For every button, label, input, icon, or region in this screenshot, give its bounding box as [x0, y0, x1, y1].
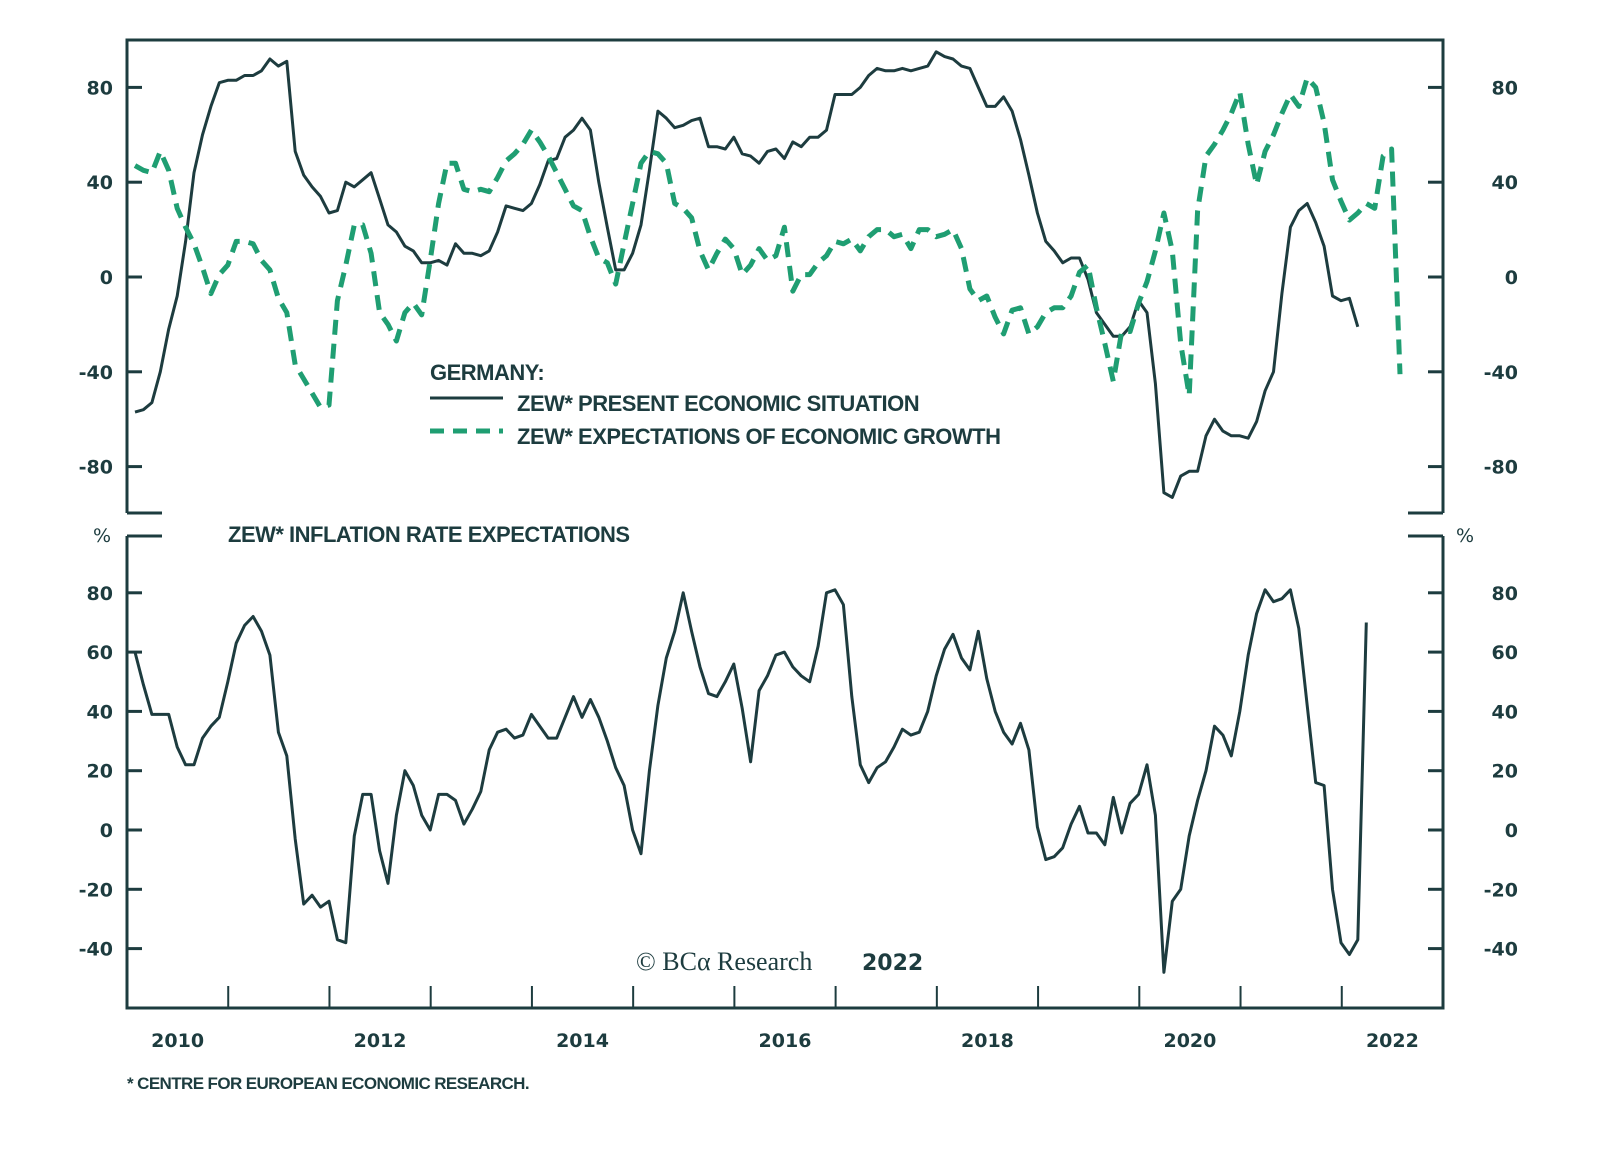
bottom-y-axis: 80 80 60 60 40 40 20 20 0 0 -20 -20 -40 -40: [79, 583, 1518, 961]
watermark-brand: © BCα Research: [636, 947, 812, 976]
top-y-left-tick-label: -80: [79, 457, 113, 479]
bottom-y-left-tick-label: 80: [87, 583, 113, 605]
unit-label-left: %: [93, 525, 111, 547]
bottom-y-left-tick-label: -40: [79, 939, 113, 961]
x-axis: 2010 2012 2014 2016 2018 2020 2022: [151, 986, 1419, 1052]
legend-heading: GERMANY:: [430, 360, 544, 385]
bottom-panel-frame: [125, 536, 1445, 1010]
x-tick-label: 2020: [1163, 1030, 1216, 1052]
x-tick-label: 2014: [556, 1030, 609, 1052]
top-y-right-tick-label: -80: [1484, 457, 1518, 479]
bottom-y-right-tick-label: -40: [1484, 939, 1518, 961]
x-tick-label: 2018: [961, 1030, 1014, 1052]
bottom-series-group: [133, 588, 1368, 974]
legend: GERMANY: ZEW* PRESENT ECONOMIC SITUATION…: [430, 360, 1001, 449]
x-tick-label: 2022: [1366, 1030, 1419, 1052]
bottom-panel-title: ZEW* INFLATION RATE EXPECTATIONS: [228, 522, 630, 547]
bottom-y-right-tick-label: -20: [1484, 879, 1518, 901]
top-y-right-tick-label: 80: [1492, 77, 1518, 99]
bottom-panel: % % ZEW* INFLATION RATE EXPECTATIONS 80 8…: [79, 522, 1518, 1052]
top-panel: 80 80 40 40 0 0 -40 -40 -80 -80: [79, 38, 1518, 515]
bottom-y-left-tick-label: -20: [79, 879, 113, 901]
top-y-axis: 80 80 40 40 0 0 -40 -40 -80 -80: [79, 77, 1518, 478]
bottom-y-right-tick-label: 80: [1492, 583, 1518, 605]
top-y-right-tick-label: 0: [1505, 267, 1518, 289]
series-line-zew-expectations-of-economic-growth: [133, 75, 1403, 410]
x-tick-label: 2012: [354, 1030, 407, 1052]
bottom-y-left-tick-label: 0: [100, 820, 113, 842]
bottom-y-right-tick-label: 20: [1492, 761, 1518, 783]
top-y-right-tick-label: -40: [1484, 362, 1518, 384]
legend-label-present: ZEW* PRESENT ECONOMIC SITUATION: [517, 391, 919, 416]
x-tick-label: 2016: [759, 1030, 812, 1052]
bottom-y-right-tick-label: 60: [1492, 642, 1518, 664]
bottom-y-right-tick-label: 0: [1505, 820, 1518, 842]
watermark: © BCα Research 2022: [636, 947, 923, 976]
footnote: * CENTRE FOR EUROPEAN ECONOMIC RESEARCH.: [127, 1074, 529, 1093]
top-y-left-tick-label: -40: [79, 362, 113, 384]
series-line-zew-present-economic-situation: [134, 50, 1360, 499]
bottom-y-right-tick-label: 40: [1492, 701, 1518, 723]
top-y-right-tick-label: 40: [1492, 172, 1518, 194]
bottom-y-left-tick-label: 60: [87, 642, 113, 664]
top-y-left-tick-label: 0: [100, 267, 113, 289]
top-series-group: [133, 50, 1403, 499]
bottom-y-left-tick-label: 40: [87, 701, 113, 723]
watermark-year: 2022: [862, 951, 923, 976]
unit-label-right: %: [1456, 525, 1474, 547]
x-tick-label: 2010: [151, 1030, 204, 1052]
legend-label-expectations: ZEW* EXPECTATIONS OF ECONOMIC GROWTH: [517, 424, 1001, 449]
series-line-zew-inflation-rate-expectations: [133, 588, 1368, 974]
top-y-left-tick-label: 40: [87, 172, 113, 194]
bottom-y-left-tick-label: 20: [87, 761, 113, 783]
top-y-left-tick-label: 80: [87, 77, 113, 99]
